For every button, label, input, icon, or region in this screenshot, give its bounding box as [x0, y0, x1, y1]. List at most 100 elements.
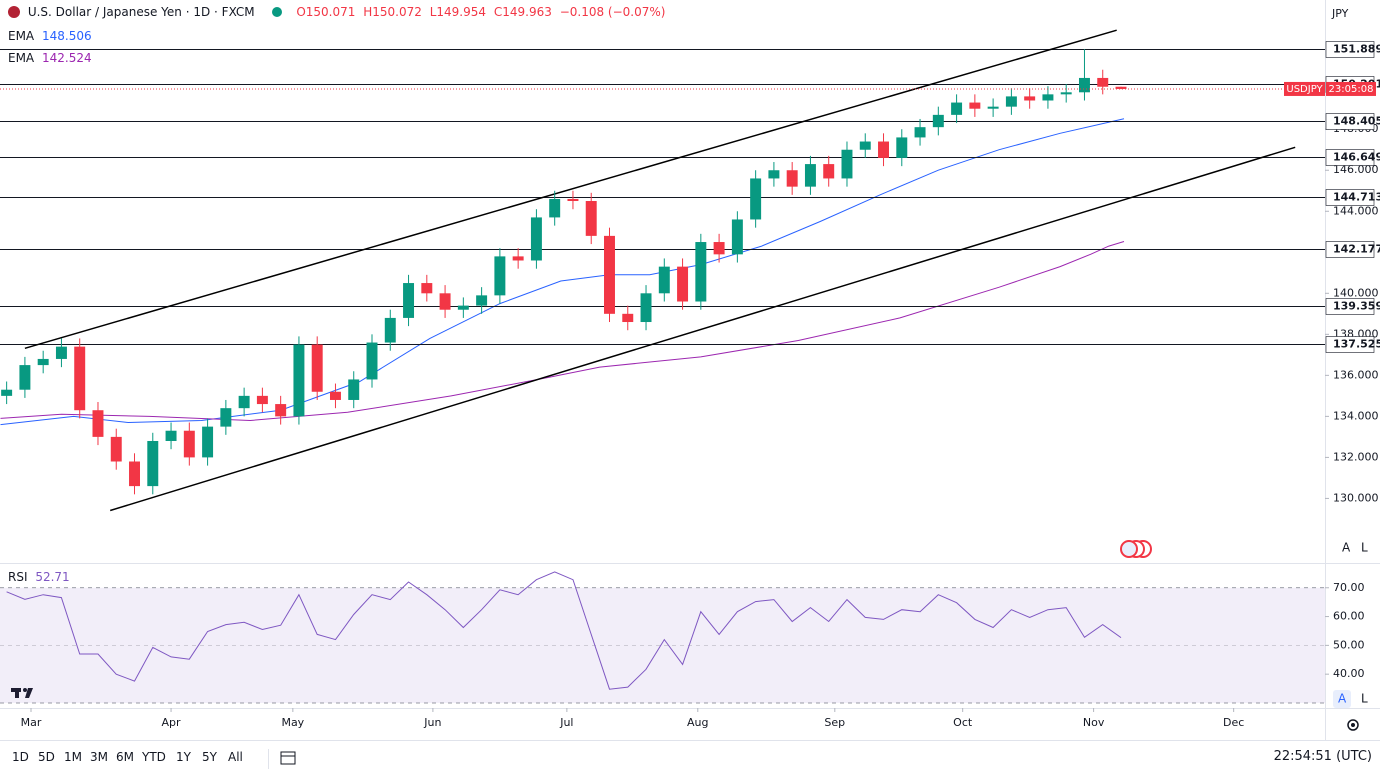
candle [110, 428, 122, 470]
level-label-box [1325, 336, 1375, 353]
candle [476, 287, 488, 314]
candle-body [92, 410, 104, 437]
candle-body [567, 198, 579, 202]
candle-body [494, 256, 506, 296]
x-tick-label: Sep [824, 716, 845, 729]
candle-body [951, 102, 963, 115]
candle-body [750, 178, 762, 220]
x-tick-label: Jul [559, 716, 573, 729]
candle [658, 258, 670, 302]
candle-body [914, 127, 926, 138]
range-button[interactable]: 1M [64, 750, 82, 764]
candle [622, 305, 634, 331]
level-label-box [1325, 113, 1375, 130]
candle-body [804, 164, 816, 187]
candle-body [220, 408, 232, 427]
candle [640, 285, 652, 331]
candle-body [1, 389, 13, 396]
candle-body [969, 102, 981, 109]
bottom-toolbar: 1D 5D 1M 3M 6M YTD 1Y 5Y All 22:54:51 (UTC) [0, 740, 1380, 776]
candle [275, 395, 287, 425]
candle [220, 399, 232, 435]
candle-body [366, 342, 378, 380]
candle-body [329, 391, 341, 400]
candle [183, 422, 195, 466]
range-button[interactable]: YTD [142, 750, 166, 764]
candle-body [640, 293, 652, 323]
candle-body [604, 235, 615, 314]
event-icons[interactable] [1120, 540, 1152, 558]
candle-body [1078, 77, 1090, 93]
y-tick-label: 132.000 [1333, 450, 1379, 463]
candle [256, 387, 268, 413]
candle-body [549, 198, 561, 218]
y-tick-label: 134.000 [1333, 409, 1379, 422]
range-button[interactable]: 1D [12, 750, 29, 764]
candle [987, 98, 999, 117]
candle-body [238, 395, 250, 409]
price-tag-symbol-box [1284, 81, 1325, 96]
candle [238, 387, 250, 417]
candle [750, 170, 762, 228]
candle [804, 155, 816, 195]
candle-body [165, 430, 177, 441]
range-button[interactable]: 6M [116, 750, 134, 764]
price-tag-countdown: 23:05:08 [1329, 84, 1374, 95]
candle-body [658, 266, 670, 294]
candle [677, 258, 689, 310]
candle-body [841, 149, 853, 179]
candle-body [147, 440, 159, 487]
range-button[interactable]: 5D [38, 750, 55, 764]
candle [823, 155, 835, 187]
y-tick-label: 60.00 [1333, 610, 1365, 623]
candle [311, 336, 323, 400]
settings-gear[interactable] [1347, 719, 1359, 731]
candle-body [457, 305, 469, 310]
candle [55, 338, 67, 368]
ema-legend: EMA 148.506 [8, 29, 96, 43]
candle-body [19, 365, 31, 390]
clock[interactable]: 22:54:51 (UTC) [1273, 749, 1372, 764]
price-tag-symbol: USDJPY [1286, 84, 1323, 95]
candle-body [37, 358, 49, 366]
ema-name: EMA [8, 51, 35, 65]
currency[interactable]: JPY [1331, 7, 1349, 20]
x-tick-label: Dec [1223, 716, 1244, 729]
date-range-icon[interactable] [278, 748, 298, 768]
candle-body [530, 217, 542, 261]
level-label: 151.889 [1333, 43, 1380, 56]
x-tick-label: Aug [687, 716, 708, 729]
candle-body [110, 436, 122, 462]
candle [421, 274, 433, 302]
level-label: 146.649 [1333, 151, 1380, 164]
range-button[interactable]: 5Y [202, 750, 217, 764]
candle-body [256, 395, 268, 405]
change: −0.108 (−0.07%) [559, 5, 666, 19]
candle-body [293, 344, 305, 417]
level-label-box [1325, 241, 1375, 258]
close: C149.963 [493, 5, 552, 19]
range-button[interactable]: All [228, 750, 243, 764]
x-tick-label: Mar [21, 716, 42, 729]
candle-body [1024, 96, 1036, 101]
candle [457, 297, 469, 318]
level-label: 144.713 [1333, 191, 1380, 204]
candle [147, 432, 159, 495]
range-button[interactable]: 3M [90, 750, 108, 764]
candle-body [768, 170, 780, 179]
legend-header: U.S. Dollar / Japanese Yen · 1D · FXCM O… [8, 5, 669, 19]
candle-body [421, 283, 433, 294]
candle [530, 209, 542, 269]
candle [512, 248, 524, 269]
candle [129, 453, 140, 495]
candle [366, 334, 378, 388]
candle-body [896, 137, 908, 158]
range-button[interactable]: 1Y [176, 750, 191, 764]
candle [951, 94, 963, 124]
candle [494, 248, 506, 304]
level-label: 148.405 [1333, 115, 1380, 128]
candle [19, 356, 31, 398]
y-tick-label: 144.000 [1333, 204, 1379, 217]
candle-body [823, 164, 835, 179]
